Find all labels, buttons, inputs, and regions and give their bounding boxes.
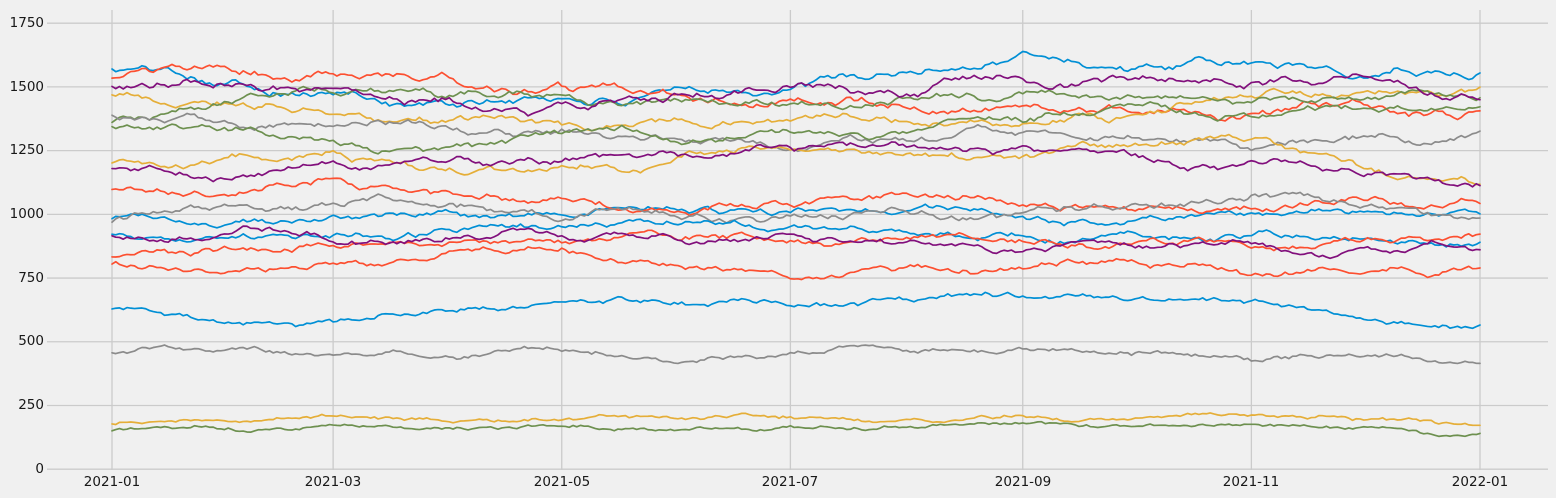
x-tick-label: 2021-01 [83, 474, 141, 490]
x-tick-label: 2021-03 [304, 474, 362, 490]
y-tick-label: 1250 [9, 142, 44, 158]
y-tick-label: 1500 [9, 78, 44, 95]
y-tick-label: 1000 [9, 206, 44, 222]
x-tick-label: 2022-01 [1451, 474, 1509, 490]
y-tick-label: 750 [18, 269, 44, 286]
x-tick-label: 2021-05 [533, 474, 591, 490]
y-tick-label: 250 [18, 397, 44, 413]
x-tick-label: 2021-11 [1222, 474, 1280, 490]
y-tick-label: 1750 [9, 14, 44, 31]
x-tick-label: 2021-09 [994, 474, 1052, 490]
x-tick-label: 2021-07 [761, 474, 819, 490]
y-tick-label: 0 [35, 460, 44, 477]
y-tick-label: 500 [18, 333, 44, 349]
